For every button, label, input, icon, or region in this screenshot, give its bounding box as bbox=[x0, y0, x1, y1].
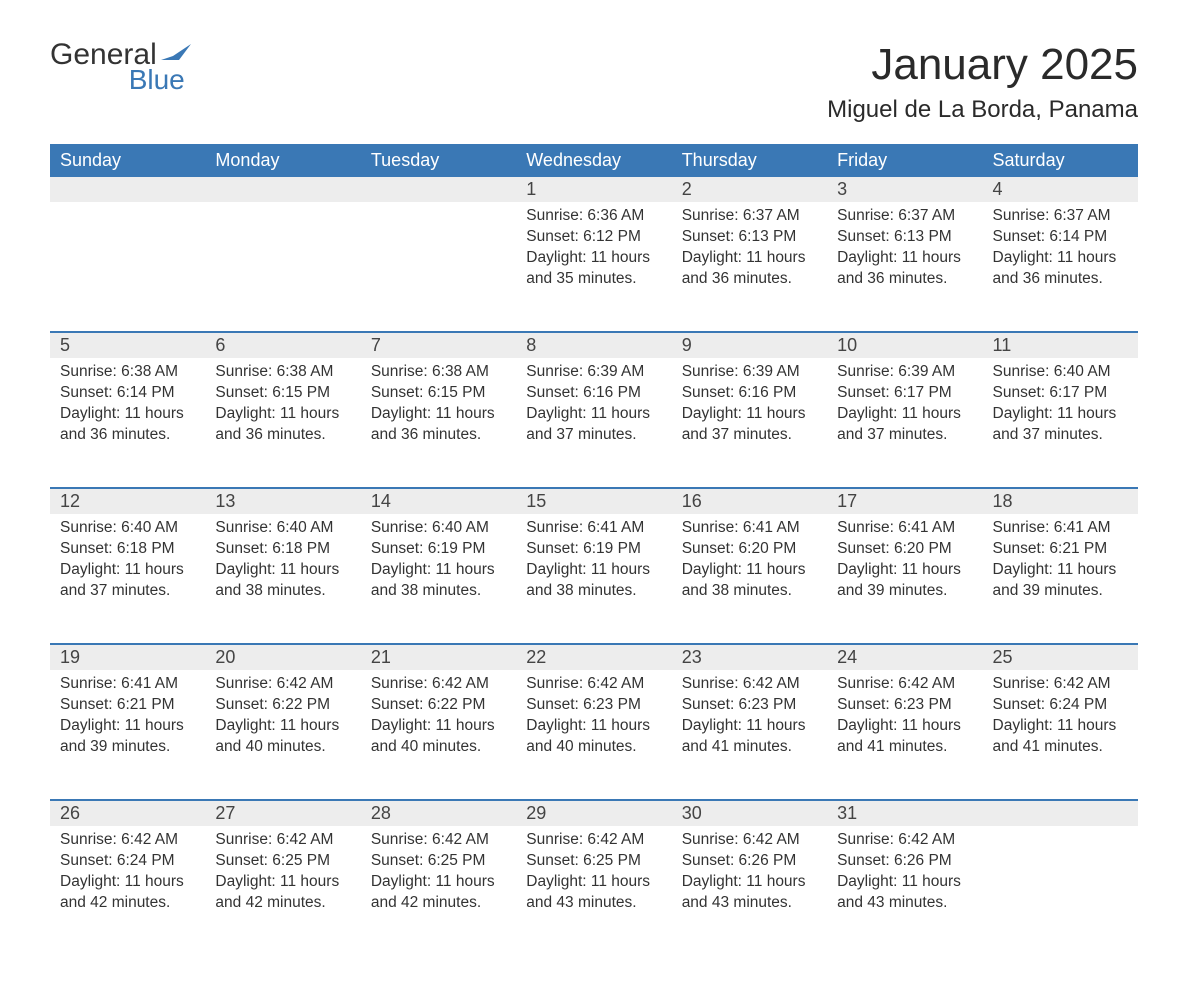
header: General Blue January 2025 Miguel de La B… bbox=[50, 40, 1138, 136]
calendar-table: SundayMondayTuesdayWednesdayThursdayFrid… bbox=[50, 144, 1138, 956]
day-number-cell: 8 bbox=[516, 332, 671, 358]
day-number-cell: 15 bbox=[516, 488, 671, 514]
day-content-cell: Sunrise: 6:40 AMSunset: 6:17 PMDaylight:… bbox=[983, 358, 1138, 488]
day-content-cell: Sunrise: 6:37 AMSunset: 6:13 PMDaylight:… bbox=[672, 202, 827, 332]
day-content-row: Sunrise: 6:36 AMSunset: 6:12 PMDaylight:… bbox=[50, 202, 1138, 332]
day-number-cell: 13 bbox=[205, 488, 360, 514]
day-content-cell: Sunrise: 6:39 AMSunset: 6:17 PMDaylight:… bbox=[827, 358, 982, 488]
weekday-header: Saturday bbox=[983, 144, 1138, 177]
day-number-row: 19202122232425 bbox=[50, 644, 1138, 670]
day-content-cell: Sunrise: 6:42 AMSunset: 6:25 PMDaylight:… bbox=[361, 826, 516, 956]
brand-logo: General Blue bbox=[50, 40, 191, 94]
day-content-cell: Sunrise: 6:39 AMSunset: 6:16 PMDaylight:… bbox=[672, 358, 827, 488]
day-number-cell: 28 bbox=[361, 800, 516, 826]
day-number-cell: 6 bbox=[205, 332, 360, 358]
title-block: January 2025 Miguel de La Borda, Panama bbox=[827, 40, 1138, 136]
day-number-cell: 11 bbox=[983, 332, 1138, 358]
weekday-header: Sunday bbox=[50, 144, 205, 177]
day-number-cell bbox=[983, 800, 1138, 826]
day-number-cell: 26 bbox=[50, 800, 205, 826]
day-content-cell: Sunrise: 6:41 AMSunset: 6:19 PMDaylight:… bbox=[516, 514, 671, 644]
calendar-body: 1234Sunrise: 6:36 AMSunset: 6:12 PMDayli… bbox=[50, 177, 1138, 956]
day-number-row: 1234 bbox=[50, 177, 1138, 202]
day-number-cell: 5 bbox=[50, 332, 205, 358]
day-content-cell bbox=[983, 826, 1138, 956]
weekday-header: Monday bbox=[205, 144, 360, 177]
day-number-cell: 12 bbox=[50, 488, 205, 514]
day-number-row: 567891011 bbox=[50, 332, 1138, 358]
day-content-cell: Sunrise: 6:42 AMSunset: 6:22 PMDaylight:… bbox=[361, 670, 516, 800]
day-number-cell: 31 bbox=[827, 800, 982, 826]
day-content-cell: Sunrise: 6:38 AMSunset: 6:15 PMDaylight:… bbox=[361, 358, 516, 488]
day-number-cell: 17 bbox=[827, 488, 982, 514]
weekday-header: Thursday bbox=[672, 144, 827, 177]
day-content-cell: Sunrise: 6:41 AMSunset: 6:20 PMDaylight:… bbox=[827, 514, 982, 644]
day-content-cell: Sunrise: 6:36 AMSunset: 6:12 PMDaylight:… bbox=[516, 202, 671, 332]
day-content-cell: Sunrise: 6:38 AMSunset: 6:14 PMDaylight:… bbox=[50, 358, 205, 488]
day-content-cell: Sunrise: 6:39 AMSunset: 6:16 PMDaylight:… bbox=[516, 358, 671, 488]
day-content-cell bbox=[361, 202, 516, 332]
day-number-cell: 2 bbox=[672, 177, 827, 202]
day-content-row: Sunrise: 6:42 AMSunset: 6:24 PMDaylight:… bbox=[50, 826, 1138, 956]
day-content-cell: Sunrise: 6:42 AMSunset: 6:24 PMDaylight:… bbox=[983, 670, 1138, 800]
day-number-cell: 27 bbox=[205, 800, 360, 826]
day-content-cell: Sunrise: 6:42 AMSunset: 6:24 PMDaylight:… bbox=[50, 826, 205, 956]
day-content-cell: Sunrise: 6:42 AMSunset: 6:23 PMDaylight:… bbox=[516, 670, 671, 800]
day-number-cell: 23 bbox=[672, 644, 827, 670]
day-content-cell bbox=[50, 202, 205, 332]
day-content-cell: Sunrise: 6:42 AMSunset: 6:25 PMDaylight:… bbox=[516, 826, 671, 956]
day-number-cell: 10 bbox=[827, 332, 982, 358]
day-content-cell: Sunrise: 6:42 AMSunset: 6:26 PMDaylight:… bbox=[827, 826, 982, 956]
day-number-row: 12131415161718 bbox=[50, 488, 1138, 514]
day-number-cell bbox=[50, 177, 205, 202]
day-content-cell: Sunrise: 6:37 AMSunset: 6:13 PMDaylight:… bbox=[827, 202, 982, 332]
weekday-header: Tuesday bbox=[361, 144, 516, 177]
day-number-cell bbox=[361, 177, 516, 202]
day-content-row: Sunrise: 6:38 AMSunset: 6:14 PMDaylight:… bbox=[50, 358, 1138, 488]
day-content-row: Sunrise: 6:40 AMSunset: 6:18 PMDaylight:… bbox=[50, 514, 1138, 644]
day-number-cell: 20 bbox=[205, 644, 360, 670]
day-number-cell: 1 bbox=[516, 177, 671, 202]
day-content-cell: Sunrise: 6:37 AMSunset: 6:14 PMDaylight:… bbox=[983, 202, 1138, 332]
day-number-cell: 14 bbox=[361, 488, 516, 514]
day-content-cell: Sunrise: 6:42 AMSunset: 6:25 PMDaylight:… bbox=[205, 826, 360, 956]
day-number-cell: 19 bbox=[50, 644, 205, 670]
day-content-cell: Sunrise: 6:42 AMSunset: 6:26 PMDaylight:… bbox=[672, 826, 827, 956]
day-number-cell: 29 bbox=[516, 800, 671, 826]
day-number-cell: 30 bbox=[672, 800, 827, 826]
day-content-cell: Sunrise: 6:42 AMSunset: 6:23 PMDaylight:… bbox=[672, 670, 827, 800]
day-content-cell bbox=[205, 202, 360, 332]
day-number-cell: 16 bbox=[672, 488, 827, 514]
day-number-cell bbox=[205, 177, 360, 202]
brand-line2: Blue bbox=[50, 66, 191, 94]
day-number-cell: 22 bbox=[516, 644, 671, 670]
weekday-header: Wednesday bbox=[516, 144, 671, 177]
day-content-cell: Sunrise: 6:42 AMSunset: 6:22 PMDaylight:… bbox=[205, 670, 360, 800]
day-number-cell: 18 bbox=[983, 488, 1138, 514]
day-number-cell: 3 bbox=[827, 177, 982, 202]
day-number-cell: 7 bbox=[361, 332, 516, 358]
location: Miguel de La Borda, Panama bbox=[827, 96, 1138, 124]
day-content-cell: Sunrise: 6:38 AMSunset: 6:15 PMDaylight:… bbox=[205, 358, 360, 488]
calendar-header: SundayMondayTuesdayWednesdayThursdayFrid… bbox=[50, 144, 1138, 177]
month-title: January 2025 bbox=[827, 40, 1138, 90]
day-content-row: Sunrise: 6:41 AMSunset: 6:21 PMDaylight:… bbox=[50, 670, 1138, 800]
day-content-cell: Sunrise: 6:42 AMSunset: 6:23 PMDaylight:… bbox=[827, 670, 982, 800]
weekday-header: Friday bbox=[827, 144, 982, 177]
day-content-cell: Sunrise: 6:40 AMSunset: 6:18 PMDaylight:… bbox=[205, 514, 360, 644]
day-number-cell: 24 bbox=[827, 644, 982, 670]
day-number-cell: 21 bbox=[361, 644, 516, 670]
day-content-cell: Sunrise: 6:41 AMSunset: 6:21 PMDaylight:… bbox=[983, 514, 1138, 644]
day-number-cell: 4 bbox=[983, 177, 1138, 202]
day-number-cell: 25 bbox=[983, 644, 1138, 670]
day-content-cell: Sunrise: 6:41 AMSunset: 6:20 PMDaylight:… bbox=[672, 514, 827, 644]
day-content-cell: Sunrise: 6:40 AMSunset: 6:19 PMDaylight:… bbox=[361, 514, 516, 644]
day-number-cell: 9 bbox=[672, 332, 827, 358]
day-content-cell: Sunrise: 6:40 AMSunset: 6:18 PMDaylight:… bbox=[50, 514, 205, 644]
day-content-cell: Sunrise: 6:41 AMSunset: 6:21 PMDaylight:… bbox=[50, 670, 205, 800]
day-number-row: 262728293031 bbox=[50, 800, 1138, 826]
